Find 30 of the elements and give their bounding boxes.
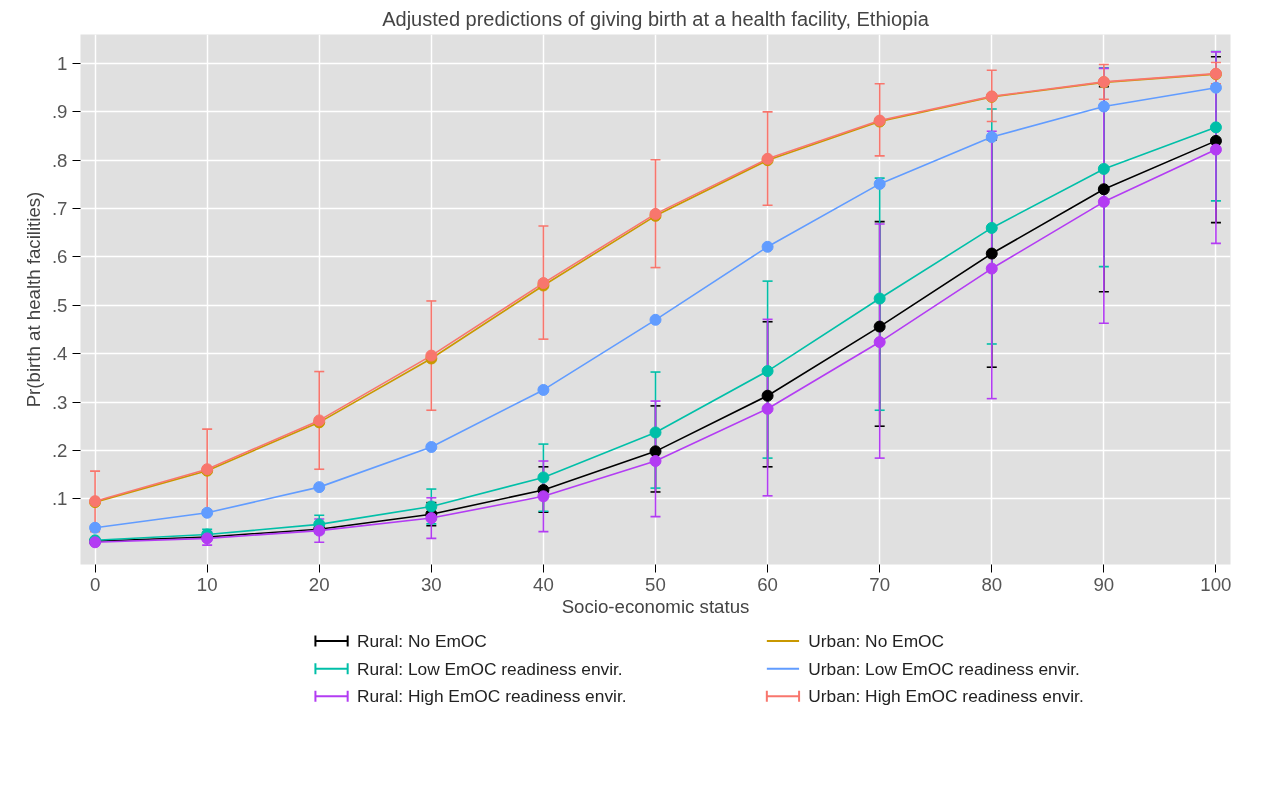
x-tick-label: 80 (981, 573, 1003, 595)
x-tick-label: 10 (196, 573, 218, 595)
legend-label: Rural: Low EmOC readiness envir. (356, 658, 623, 679)
y-tick-label: .1 (51, 488, 68, 510)
y-tick-label: 1 (57, 53, 68, 75)
y-tick-label: .4 (51, 343, 68, 365)
legend-label: Urban: Low EmOC readiness envir. (808, 658, 1080, 679)
x-axis-title: Socio-economic status (561, 595, 750, 617)
legend-label: Rural: High EmOC readiness envir. (356, 686, 627, 707)
x-tick-label: 70 (869, 573, 891, 595)
y-tick-label: .2 (51, 439, 68, 461)
x-tick-label: 20 (308, 573, 330, 595)
legend-label: Rural: No EmOC (356, 631, 487, 652)
y-tick-label: .9 (51, 101, 68, 123)
y-tick-label: .5 (51, 294, 68, 316)
legend-label: Urban: High EmOC readiness envir. (808, 686, 1084, 707)
x-tick-label: 40 (533, 573, 554, 595)
legend-label: Urban: No EmOC (808, 631, 945, 652)
x-tick-label: 50 (645, 573, 666, 595)
y-axis-title: Pr(birth at health facilities) (22, 191, 44, 408)
x-tick-label: 90 (1093, 573, 1115, 595)
y-tick-label: .6 (51, 246, 68, 268)
y-tick-label: .3 (51, 391, 68, 413)
y-tick-label: .7 (51, 198, 68, 220)
x-tick-label: 60 (757, 573, 778, 595)
x-tick-label: 0 (89, 573, 101, 595)
x-tick-label: 100 (1200, 573, 1232, 595)
chart-title: Adjusted predictions of giving birth at a health facility, Ethiopia (382, 7, 930, 30)
y-tick-label: .8 (51, 149, 68, 171)
x-tick-label: 30 (420, 573, 442, 595)
